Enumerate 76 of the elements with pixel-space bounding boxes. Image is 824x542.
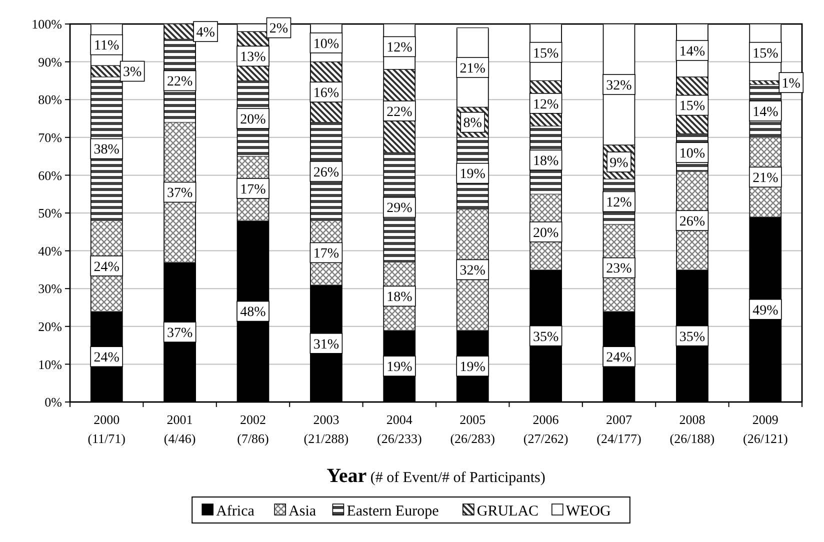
data-label: 19% (460, 360, 486, 375)
y-tick-label: 60% (38, 168, 62, 183)
data-label: 49% (752, 303, 779, 318)
y-tick-label: 0% (44, 394, 62, 410)
data-label: 18% (386, 290, 413, 306)
data-label: 31% (313, 337, 340, 352)
x-axis-title: Year (# of Event/# of Participants) (326, 465, 546, 487)
data-label: 17% (240, 182, 266, 198)
data-label: 32% (460, 264, 486, 279)
data-label: 2% (269, 22, 288, 37)
data-label: 18% (532, 154, 559, 169)
data-label: 24% (94, 260, 120, 275)
data-label: 32% (606, 78, 632, 94)
y-tick-label: 90% (38, 54, 62, 70)
x-tick-label: 2006 (27/262) (523, 412, 568, 446)
data-label: 26% (313, 165, 340, 180)
data-label: 9% (610, 156, 629, 171)
data-label: 38% (94, 142, 120, 158)
x-tick-label: 2003 (21/288) (304, 412, 349, 446)
x-tick-label: 2007 (24/177) (596, 412, 642, 446)
data-label: 14% (679, 44, 706, 60)
data-label: 15% (679, 99, 706, 114)
data-label: 37% (166, 186, 193, 202)
legend-label: Asia (288, 503, 316, 520)
data-label: 35% (679, 330, 706, 345)
data-label: 35% (532, 330, 559, 345)
data-label: 37% (166, 326, 193, 341)
data-label: 8% (463, 116, 482, 132)
data-label: 10% (679, 146, 706, 162)
data-label: 19% (386, 360, 413, 375)
data-label: 15% (532, 46, 559, 62)
data-label: 10% (313, 36, 340, 52)
data-label: 19% (460, 167, 486, 182)
x-tick-label: 2005 (26/283) (450, 412, 495, 446)
legend-label: GRULAC (476, 503, 539, 520)
data-label: 21% (752, 170, 779, 186)
data-label: 3% (123, 65, 142, 80)
data-label: 21% (460, 61, 486, 76)
data-label: 12% (532, 97, 559, 112)
legend-label: Africa (216, 503, 255, 520)
y-tick-label: 30% (38, 281, 62, 296)
x-tick-label: 2002 (7/86) (237, 412, 269, 446)
data-label: 1% (782, 76, 801, 92)
data-label: 48% (240, 305, 266, 320)
x-tick-label: 2001 (4/46) (164, 412, 196, 446)
data-label: 13% (240, 50, 266, 66)
y-tick-label: 100% (32, 16, 62, 32)
data-label: 20% (532, 226, 559, 241)
y-tick-label: 40% (38, 243, 62, 258)
data-label: 24% (94, 350, 120, 366)
data-label: 11% (94, 38, 120, 54)
data-label: 22% (386, 104, 413, 120)
data-label: 4% (196, 25, 216, 40)
x-tick-label: 2009 (26/121) (743, 412, 788, 446)
data-label: 23% (606, 262, 632, 277)
data-label: 20% (240, 112, 266, 128)
x-tick-label: 2008 (26/188) (670, 412, 715, 446)
legend-label: Eastern Europe (346, 503, 440, 520)
y-tick-label: 70% (38, 130, 62, 145)
data-label: 22% (166, 74, 193, 90)
data-label: 26% (679, 214, 706, 230)
x-tick-label: 2004 (26/233) (377, 412, 422, 446)
x-tick-label: 2000 (11/71) (88, 412, 126, 446)
data-label: 14% (752, 104, 779, 120)
data-label: 12% (386, 40, 413, 56)
y-tick-label: 50% (38, 206, 62, 221)
data-label: 29% (386, 201, 413, 216)
y-tick-label: 80% (38, 92, 62, 108)
data-label: 12% (606, 196, 632, 211)
data-label: 24% (606, 350, 632, 366)
data-label: 17% (313, 246, 340, 262)
y-tick-label: 10% (38, 356, 62, 372)
data-label: 16% (313, 86, 340, 101)
data-label: 15% (752, 46, 779, 62)
legend-label: WEOG (566, 503, 612, 520)
y-tick-label: 20% (38, 318, 62, 334)
